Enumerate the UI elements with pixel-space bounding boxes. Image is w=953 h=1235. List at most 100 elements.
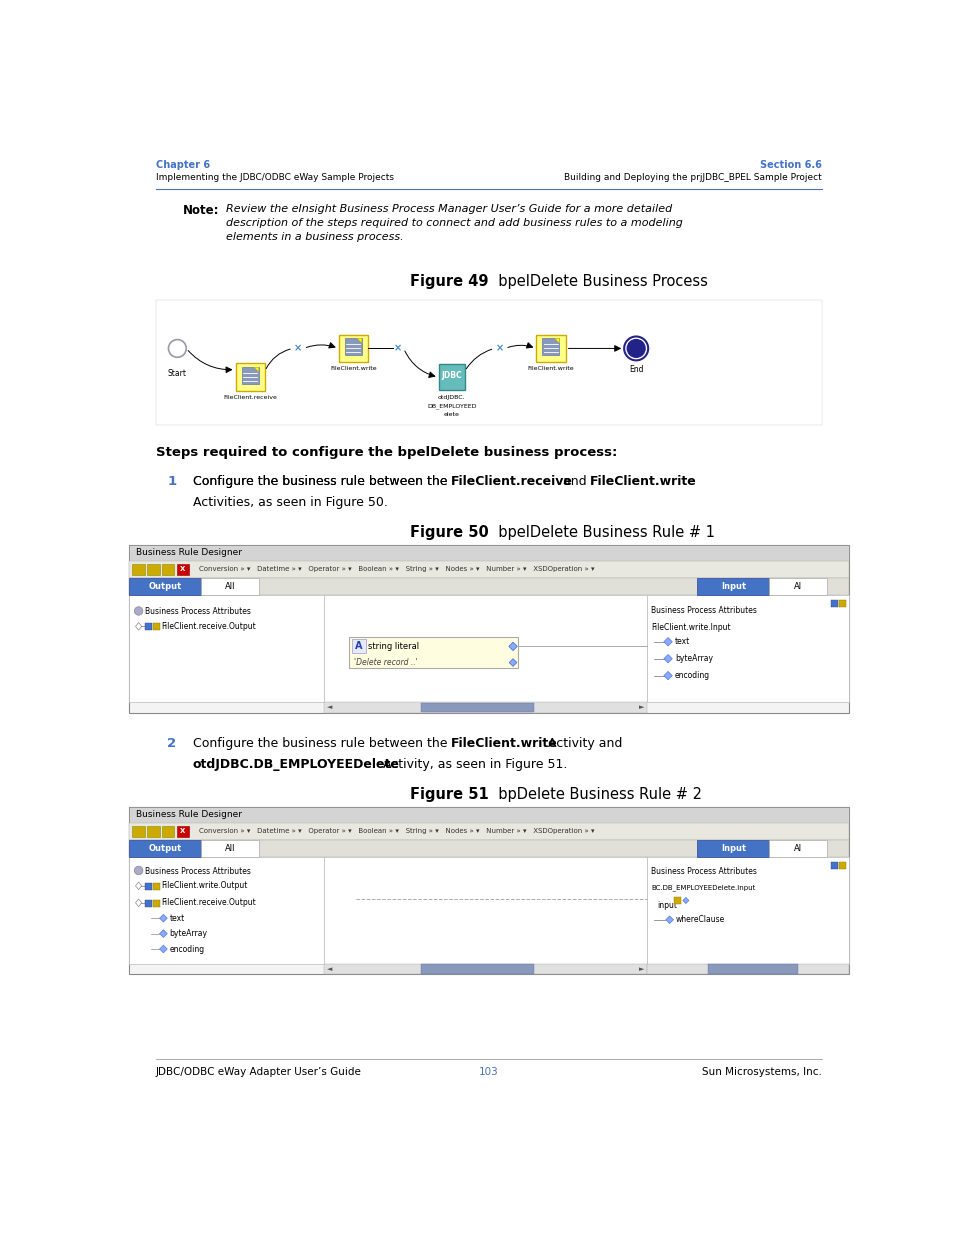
FancyBboxPatch shape (349, 637, 517, 668)
Text: 'Delete record ..': 'Delete record ..' (354, 658, 417, 667)
Text: Configure the business rule between the: Configure the business rule between the (193, 475, 451, 489)
Polygon shape (135, 882, 142, 889)
Text: otdJDBC.DB_EMPLOYEEDelete: otdJDBC.DB_EMPLOYEEDelete (193, 758, 399, 771)
Polygon shape (663, 637, 672, 646)
FancyBboxPatch shape (646, 963, 847, 974)
FancyBboxPatch shape (162, 564, 174, 574)
Text: BC.DB_EMPLOYEEDelete.Input: BC.DB_EMPLOYEEDelete.Input (650, 884, 755, 892)
Text: FileClient.write.Output: FileClient.write.Output (161, 882, 247, 890)
FancyBboxPatch shape (839, 862, 845, 869)
Polygon shape (135, 899, 142, 906)
Text: otdJDBC.: otdJDBC. (437, 395, 465, 400)
Text: 103: 103 (478, 1067, 498, 1077)
Text: Output: Output (149, 844, 182, 852)
Polygon shape (665, 916, 673, 924)
Text: ×: × (294, 343, 302, 353)
FancyBboxPatch shape (130, 561, 847, 578)
Text: Note:: Note: (183, 205, 219, 217)
Text: FileClient.write: FileClient.write (527, 366, 574, 372)
Text: text: text (170, 914, 185, 923)
Text: Business Process Attributes: Business Process Attributes (145, 867, 251, 877)
Text: byteArray: byteArray (170, 929, 208, 939)
Text: whereClause: whereClause (675, 915, 724, 924)
Text: Implementing the JDBC/ODBC eWay Sample Projects: Implementing the JDBC/ODBC eWay Sample P… (155, 173, 394, 182)
Polygon shape (508, 642, 517, 651)
Text: Activity and: Activity and (543, 737, 622, 750)
FancyBboxPatch shape (201, 578, 258, 595)
FancyBboxPatch shape (420, 703, 534, 711)
Text: Steps required to configure the bpelDelete business process:: Steps required to configure the bpelDele… (155, 446, 617, 459)
FancyBboxPatch shape (697, 840, 769, 857)
Text: End: End (628, 366, 642, 374)
Text: Configure the business rule between the: Configure the business rule between the (193, 475, 451, 489)
FancyBboxPatch shape (707, 965, 798, 973)
Polygon shape (663, 655, 672, 663)
FancyBboxPatch shape (769, 840, 826, 857)
FancyBboxPatch shape (241, 367, 258, 384)
FancyBboxPatch shape (646, 857, 847, 963)
Polygon shape (663, 672, 672, 680)
FancyBboxPatch shape (130, 840, 201, 857)
Text: Input: Input (720, 844, 745, 852)
Text: input: input (657, 902, 677, 910)
Polygon shape (682, 898, 688, 904)
Circle shape (134, 866, 143, 874)
FancyBboxPatch shape (152, 883, 159, 889)
FancyBboxPatch shape (155, 300, 821, 425)
FancyBboxPatch shape (130, 578, 847, 595)
FancyBboxPatch shape (147, 826, 159, 836)
Text: All: All (225, 844, 235, 852)
Circle shape (169, 340, 186, 357)
FancyBboxPatch shape (132, 564, 145, 574)
FancyBboxPatch shape (176, 564, 189, 574)
Text: Conversion » ▾   Datetime » ▾   Operator » ▾   Boolean » ▾   String » ▾   Nodes : Conversion » ▾ Datetime » ▾ Operator » ▾… (199, 567, 594, 572)
Text: All: All (225, 582, 235, 590)
FancyBboxPatch shape (831, 600, 838, 608)
FancyBboxPatch shape (130, 545, 847, 561)
Text: X: X (180, 567, 185, 572)
Circle shape (627, 340, 644, 357)
Text: Configure the business rule between the: Configure the business rule between the (193, 737, 451, 750)
FancyBboxPatch shape (323, 701, 646, 713)
Polygon shape (159, 945, 167, 953)
Text: FileClient.receive: FileClient.receive (223, 395, 277, 400)
Text: FileClient.write.Input: FileClient.write.Input (650, 622, 730, 631)
Text: ◄: ◄ (326, 704, 332, 710)
Text: Al: Al (793, 582, 801, 590)
Text: Business Rule Designer: Business Rule Designer (135, 810, 241, 819)
Text: ×: × (394, 343, 402, 353)
FancyBboxPatch shape (145, 900, 152, 906)
Text: Al: Al (793, 844, 801, 852)
Text: JDBC: JDBC (441, 372, 461, 380)
Text: Input: Input (720, 582, 745, 590)
Text: bpelDelete Business Rule # 1: bpelDelete Business Rule # 1 (488, 526, 714, 541)
FancyBboxPatch shape (323, 963, 646, 974)
Text: Business Process Attributes: Business Process Attributes (650, 867, 756, 877)
Text: ◄: ◄ (326, 966, 332, 972)
Text: FileClient.write: FileClient.write (451, 737, 558, 750)
Text: ×: × (496, 343, 503, 353)
Text: Activities, as seen in Figure 50.: Activities, as seen in Figure 50. (193, 496, 387, 509)
FancyBboxPatch shape (145, 883, 152, 889)
Text: FileClient.receive: FileClient.receive (451, 475, 573, 489)
FancyBboxPatch shape (646, 595, 847, 701)
FancyBboxPatch shape (130, 578, 201, 595)
Text: text: text (675, 637, 690, 646)
FancyBboxPatch shape (201, 840, 258, 857)
Text: Figure 51: Figure 51 (410, 787, 488, 803)
FancyBboxPatch shape (145, 624, 152, 630)
Text: FileClient.receive.Output: FileClient.receive.Output (161, 622, 255, 631)
FancyBboxPatch shape (176, 826, 189, 836)
Text: string literal: string literal (368, 642, 418, 651)
Text: Start: Start (168, 369, 187, 378)
FancyBboxPatch shape (152, 624, 159, 630)
Text: A: A (355, 641, 362, 651)
Text: FileClient.write: FileClient.write (590, 475, 697, 489)
Text: Business Rule Designer: Business Rule Designer (135, 548, 241, 557)
Text: Business Process Attributes: Business Process Attributes (145, 608, 251, 616)
FancyBboxPatch shape (130, 806, 847, 823)
Text: Figure 49: Figure 49 (410, 274, 488, 289)
Text: JDBC/ODBC eWay Adapter User’s Guide: JDBC/ODBC eWay Adapter User’s Guide (155, 1067, 361, 1077)
Text: Conversion » ▾   Datetime » ▾   Operator » ▾   Boolean » ▾   String » ▾   Nodes : Conversion » ▾ Datetime » ▾ Operator » ▾… (199, 829, 594, 834)
Text: and: and (558, 475, 590, 489)
